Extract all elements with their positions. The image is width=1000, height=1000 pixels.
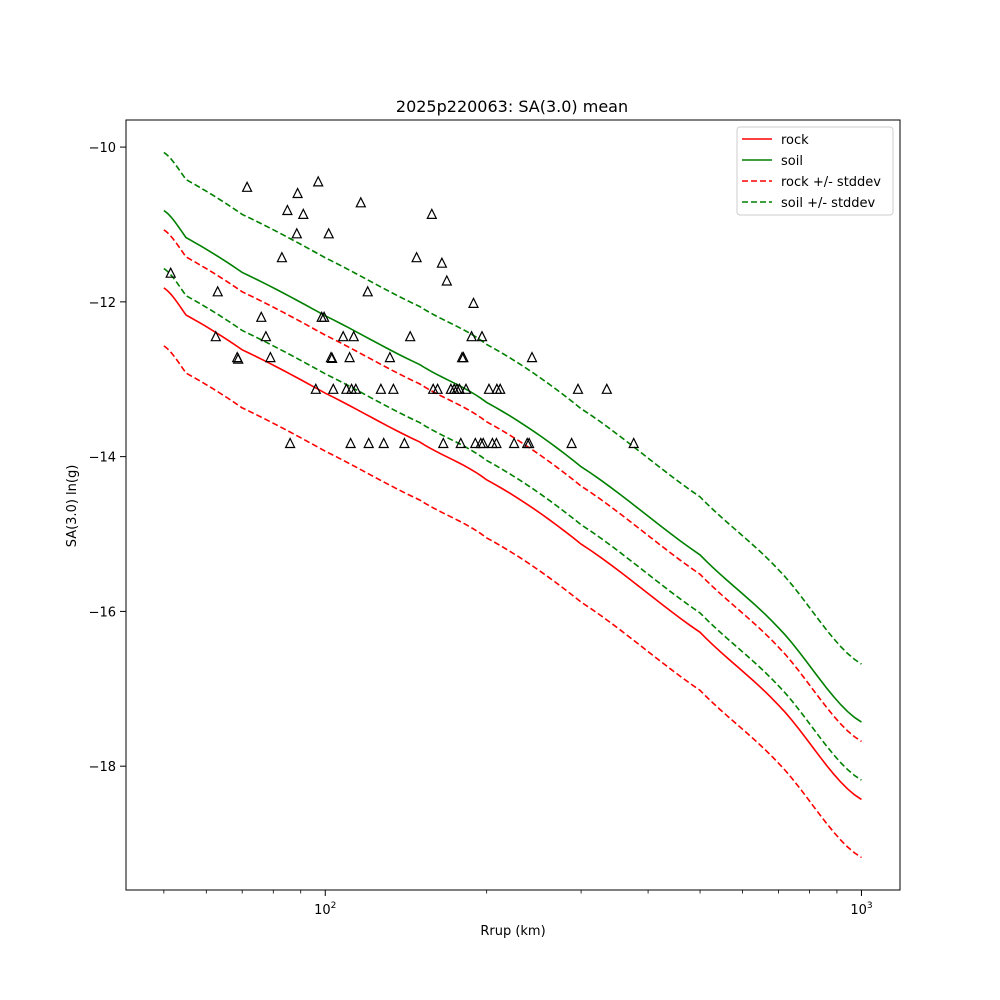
- observation-point: [276, 251, 288, 263]
- observation-point: [350, 382, 362, 394]
- series-line-3: [163, 345, 862, 859]
- series-line-2: [163, 229, 862, 743]
- observation-point: [378, 437, 390, 449]
- observation-point: [455, 437, 467, 449]
- observation-point: [466, 330, 478, 342]
- legend-label-4: soil +/- stddev: [781, 196, 876, 211]
- y-tick-label: −14: [89, 451, 116, 466]
- observation-point: [210, 330, 222, 342]
- observation-point: [375, 382, 387, 394]
- observation-point: [241, 180, 253, 192]
- x-tick-label: 102: [314, 901, 336, 918]
- observation-point: [355, 196, 367, 208]
- y-tick-label: −12: [89, 296, 116, 311]
- y-tick-label: −18: [89, 760, 116, 775]
- observation-point: [490, 437, 502, 449]
- legend-box: [736, 126, 894, 216]
- observation-point: [310, 382, 322, 394]
- observation-point: [260, 330, 272, 342]
- observation-point: [165, 266, 177, 278]
- observation-markers: [165, 175, 640, 449]
- observation-point: [344, 351, 356, 363]
- observation-point: [345, 437, 357, 449]
- series-line-0: [163, 287, 862, 801]
- x-tick-exponent: 2: [331, 901, 337, 911]
- observation-point: [264, 351, 276, 363]
- plot-frame: [125, 119, 901, 891]
- observation-point: [284, 437, 296, 449]
- observation-point: [292, 187, 304, 199]
- series-layer: [163, 151, 862, 859]
- observation-point: [572, 382, 584, 394]
- observation-point: [363, 437, 375, 449]
- observation-point: [494, 382, 506, 394]
- observation-point: [312, 175, 324, 187]
- observation-point: [426, 208, 438, 219]
- observation-point: [457, 351, 469, 363]
- legend-label-1: soil: [781, 154, 803, 169]
- observation-point: [468, 297, 479, 308]
- observation-point: [387, 382, 399, 394]
- observation-point: [404, 330, 416, 342]
- observation-point: [318, 310, 330, 322]
- plot-area: [125, 119, 901, 891]
- observation-point: [384, 351, 396, 363]
- observation-point: [337, 330, 349, 342]
- observation-point: [469, 437, 481, 449]
- observation-point: [523, 437, 535, 449]
- observation-point: [411, 251, 423, 263]
- observation-point: [323, 227, 335, 239]
- observation-point: [340, 382, 352, 394]
- observation-point: [441, 274, 453, 286]
- x-tick-base: 10: [314, 903, 331, 918]
- legend-label-0: rock: [781, 133, 809, 148]
- observation-point: [348, 330, 360, 342]
- y-axis-label: SA(3.0) ln(g): [65, 465, 80, 548]
- observation-point: [325, 351, 337, 363]
- y-tick-label: −16: [89, 605, 116, 620]
- x-tick-exponent: 3: [867, 901, 873, 911]
- observation-point: [483, 382, 495, 394]
- observation-point: [432, 382, 444, 394]
- observation-point: [477, 437, 489, 449]
- legend-label-2: rock +/- stddev: [781, 175, 881, 190]
- x-tick-label: 103: [850, 901, 872, 918]
- observation-point: [476, 330, 488, 342]
- observation-point: [526, 351, 538, 363]
- observation-point: [508, 437, 520, 449]
- observation-point: [327, 382, 339, 394]
- legend-items: rock soil rock +/- stddev soil +/- stddev: [742, 133, 881, 211]
- observation-point: [566, 437, 578, 449]
- series-line-1: [163, 209, 862, 723]
- series-line-5: [163, 267, 862, 781]
- observation-point: [460, 382, 472, 394]
- observation-point: [436, 256, 448, 268]
- observation-point: [437, 437, 449, 449]
- observation-point: [601, 382, 613, 394]
- observation-point: [297, 208, 309, 219]
- observation-point: [212, 285, 224, 297]
- y-tick-label: −10: [89, 141, 116, 156]
- chart-title: 2025p220063: SA(3.0) mean: [396, 97, 628, 116]
- observation-point: [398, 437, 410, 449]
- x-axis: 102 103: [163, 890, 873, 918]
- observation-point: [291, 227, 303, 239]
- x-axis-label: Rrup (km): [480, 924, 545, 939]
- observation-point: [281, 204, 293, 216]
- legend: rock soil rock +/- stddev soil +/- stddev: [736, 126, 894, 216]
- observation-point: [454, 382, 465, 394]
- observation-point: [326, 352, 338, 363]
- observation-point: [255, 310, 267, 322]
- x-tick-base: 10: [850, 903, 867, 918]
- observation-point: [232, 352, 244, 364]
- y-axis: −10 −12 −14 −16 −18: [89, 141, 126, 775]
- observation-point: [628, 437, 640, 449]
- series-line-4: [163, 151, 862, 665]
- observation-point: [362, 285, 374, 297]
